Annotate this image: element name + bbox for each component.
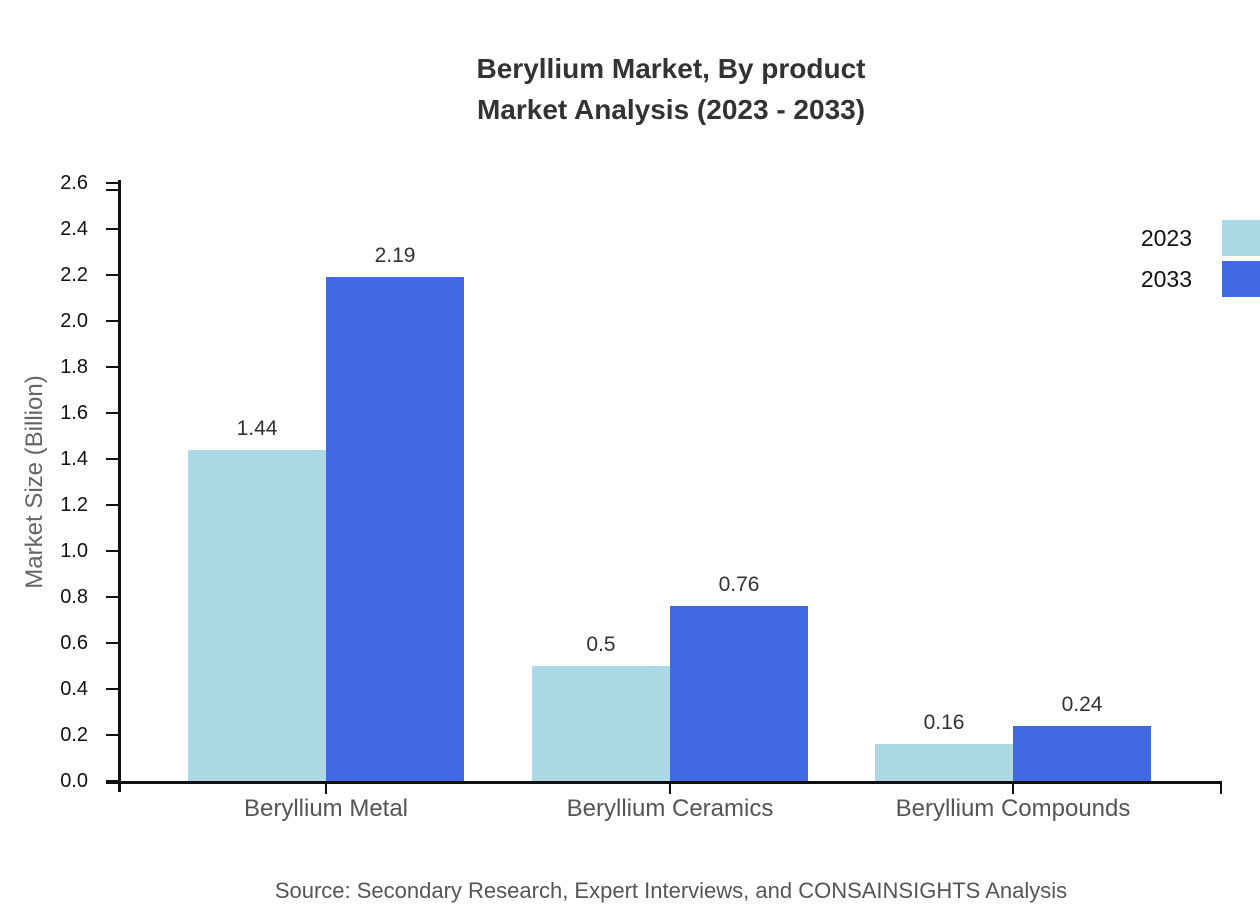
y-tick-label: 2.0 xyxy=(60,310,88,332)
y-tick xyxy=(106,320,118,322)
legend-label-2023: 2023 xyxy=(1140,225,1192,251)
bar-2033 xyxy=(670,606,808,781)
y-tick xyxy=(106,550,118,552)
x-category-label: Beryllium Compounds xyxy=(895,795,1131,822)
y-tick-label: 0.0 xyxy=(60,770,88,792)
bar-2033 xyxy=(326,277,464,781)
y-tick-label: 2.2 xyxy=(60,264,88,286)
y-tick xyxy=(106,274,118,276)
y-tick-label: 1.6 xyxy=(60,402,88,424)
y-tick-label: 2.6 xyxy=(60,172,88,194)
bar-value-label: 0.5 xyxy=(586,633,616,656)
bar-value-label: 2.19 xyxy=(374,244,416,267)
y-tick xyxy=(106,182,118,184)
bar-value-label: 0.16 xyxy=(923,711,965,734)
chart-title: Beryllium Market, By product Market Anal… xyxy=(120,48,1222,130)
y-tick xyxy=(106,780,118,782)
y-tick xyxy=(106,688,118,690)
source-note: Source: Secondary Research, Expert Inter… xyxy=(274,878,1068,903)
bar-2033 xyxy=(1013,726,1151,781)
y-tick-label: 1.4 xyxy=(60,448,88,470)
y-tick-label: 2.4 xyxy=(60,218,88,240)
x-tick xyxy=(669,784,671,794)
bar-value-label: 0.76 xyxy=(718,573,760,596)
y-tick xyxy=(106,366,118,368)
y-tick xyxy=(106,228,118,230)
chart-title-line1: Beryllium Market, By product xyxy=(476,53,866,84)
y-tick-label: 0.8 xyxy=(60,586,88,608)
y-tick xyxy=(106,504,118,506)
x-axis-end-cap xyxy=(1220,784,1222,794)
x-category-label: Beryllium Metal xyxy=(243,795,409,822)
y-tick-label: 1.8 xyxy=(60,356,88,378)
x-category-label: Beryllium Ceramics xyxy=(566,795,774,822)
y-tick xyxy=(106,734,118,736)
legend-label-2033: 2033 xyxy=(1140,266,1192,292)
legend-swatch-2023 xyxy=(1222,220,1260,256)
y-tick-label: 0.2 xyxy=(60,724,88,746)
x-tick xyxy=(325,784,327,794)
y-tick xyxy=(106,642,118,644)
y-tick xyxy=(106,596,118,598)
bar-2023 xyxy=(875,744,1013,781)
y-tick-label: 0.4 xyxy=(60,678,88,700)
y-tick xyxy=(106,458,118,460)
x-axis-line xyxy=(106,781,1222,784)
x-tick xyxy=(1012,784,1014,794)
bar-2023 xyxy=(532,666,670,781)
y-tick-label: 0.6 xyxy=(60,632,88,654)
bar-value-label: 1.44 xyxy=(236,417,278,440)
y-tick-label: 1.2 xyxy=(60,494,88,516)
y-axis-top-cap xyxy=(106,189,118,191)
y-axis-line xyxy=(118,180,121,792)
y-tick xyxy=(106,412,118,414)
y-tick-label: 1.0 xyxy=(60,540,88,562)
legend-swatch-2033 xyxy=(1222,261,1260,297)
bar-value-label: 0.24 xyxy=(1061,693,1103,716)
chart-title-line2: Market Analysis (2023 - 2033) xyxy=(476,94,866,125)
bar-2023 xyxy=(188,450,326,781)
